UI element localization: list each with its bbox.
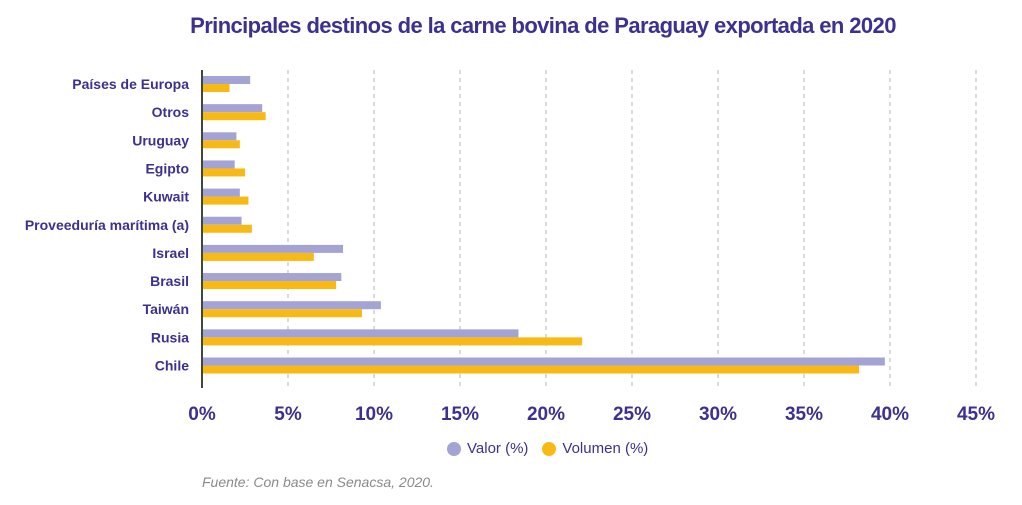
bar-volumen xyxy=(202,337,583,346)
bar-valor xyxy=(202,301,381,310)
category-labels: Países de Europa Otros Uruguay Egipto Kuwait… xyxy=(25,76,190,374)
bar-volumen xyxy=(202,196,249,205)
category-label: Egipto xyxy=(145,160,189,176)
x-tick-label: 0% xyxy=(188,404,216,425)
chart-title: Principales destinos de la carne bovina … xyxy=(190,13,896,38)
category-label: Uruguay xyxy=(132,132,189,148)
bar-volumen xyxy=(202,168,245,177)
bar-volumen xyxy=(202,309,362,318)
category-label: Chile xyxy=(155,358,189,374)
bar-valor xyxy=(202,132,237,141)
x-tick-label: 5% xyxy=(274,404,302,425)
bar-valor xyxy=(202,160,235,169)
x-tick-label: 25% xyxy=(613,404,651,425)
legend: Valor (%) Volumen (%) xyxy=(447,440,656,457)
bar-volumen xyxy=(202,252,314,261)
bar-volumen xyxy=(202,84,230,92)
category-label: Brasil xyxy=(150,273,189,289)
x-tick-labels: 0% 5% 10% 15% 20% 25% 30% 35% 40% 45% xyxy=(188,404,995,425)
bar-valor xyxy=(202,273,342,282)
bar-chart: Países de Europa Otros Uruguay Egipto Kuwait… xyxy=(25,70,995,425)
bar-valor xyxy=(202,357,885,366)
bar-valor xyxy=(202,76,251,84)
bar-volumen xyxy=(202,140,240,149)
x-tick-label: 15% xyxy=(441,404,479,425)
category-label: Taiwán xyxy=(143,301,189,317)
source-note: Fuente: Con base en Senacsa, 2020. xyxy=(202,474,434,490)
category-label: Otros xyxy=(152,104,190,120)
bar-valor xyxy=(202,104,263,113)
bar-volumen xyxy=(202,112,266,121)
x-tick-label: 20% xyxy=(527,404,565,425)
legend-swatch-valor xyxy=(447,441,461,456)
bar-valor xyxy=(202,329,519,338)
x-tick-label: 35% xyxy=(785,404,823,425)
legend-item-volumen: Volumen (%) xyxy=(542,440,648,457)
category-label: Israel xyxy=(152,245,189,261)
legend-label-volumen: Volumen (%) xyxy=(562,440,649,457)
legend-swatch-volumen xyxy=(542,441,557,456)
x-tick-label: 10% xyxy=(355,404,393,425)
category-label: Kuwait xyxy=(143,189,189,205)
bar-valor xyxy=(202,244,344,253)
category-label: Proveeduría marítima (a) xyxy=(25,217,189,233)
x-tick-label: 40% xyxy=(871,404,909,425)
category-label: Rusia xyxy=(151,329,189,345)
legend-label-valor: Valor (%) xyxy=(467,440,529,457)
x-tick-label: 30% xyxy=(699,404,737,425)
bar-volumen xyxy=(202,365,860,374)
legend-item-valor: Valor (%) xyxy=(447,440,528,457)
bar-valor xyxy=(202,188,240,197)
bar-valor xyxy=(202,216,242,225)
bars xyxy=(202,76,885,374)
category-label: Países de Europa xyxy=(72,76,189,92)
x-tick-label: 45% xyxy=(957,404,995,425)
bar-volumen xyxy=(202,281,337,290)
bar-volumen xyxy=(202,224,252,233)
